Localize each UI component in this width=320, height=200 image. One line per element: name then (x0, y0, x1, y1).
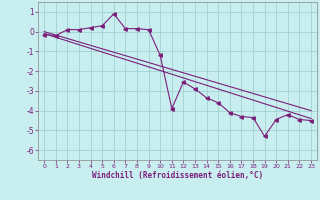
X-axis label: Windchill (Refroidissement éolien,°C): Windchill (Refroidissement éolien,°C) (92, 171, 263, 180)
